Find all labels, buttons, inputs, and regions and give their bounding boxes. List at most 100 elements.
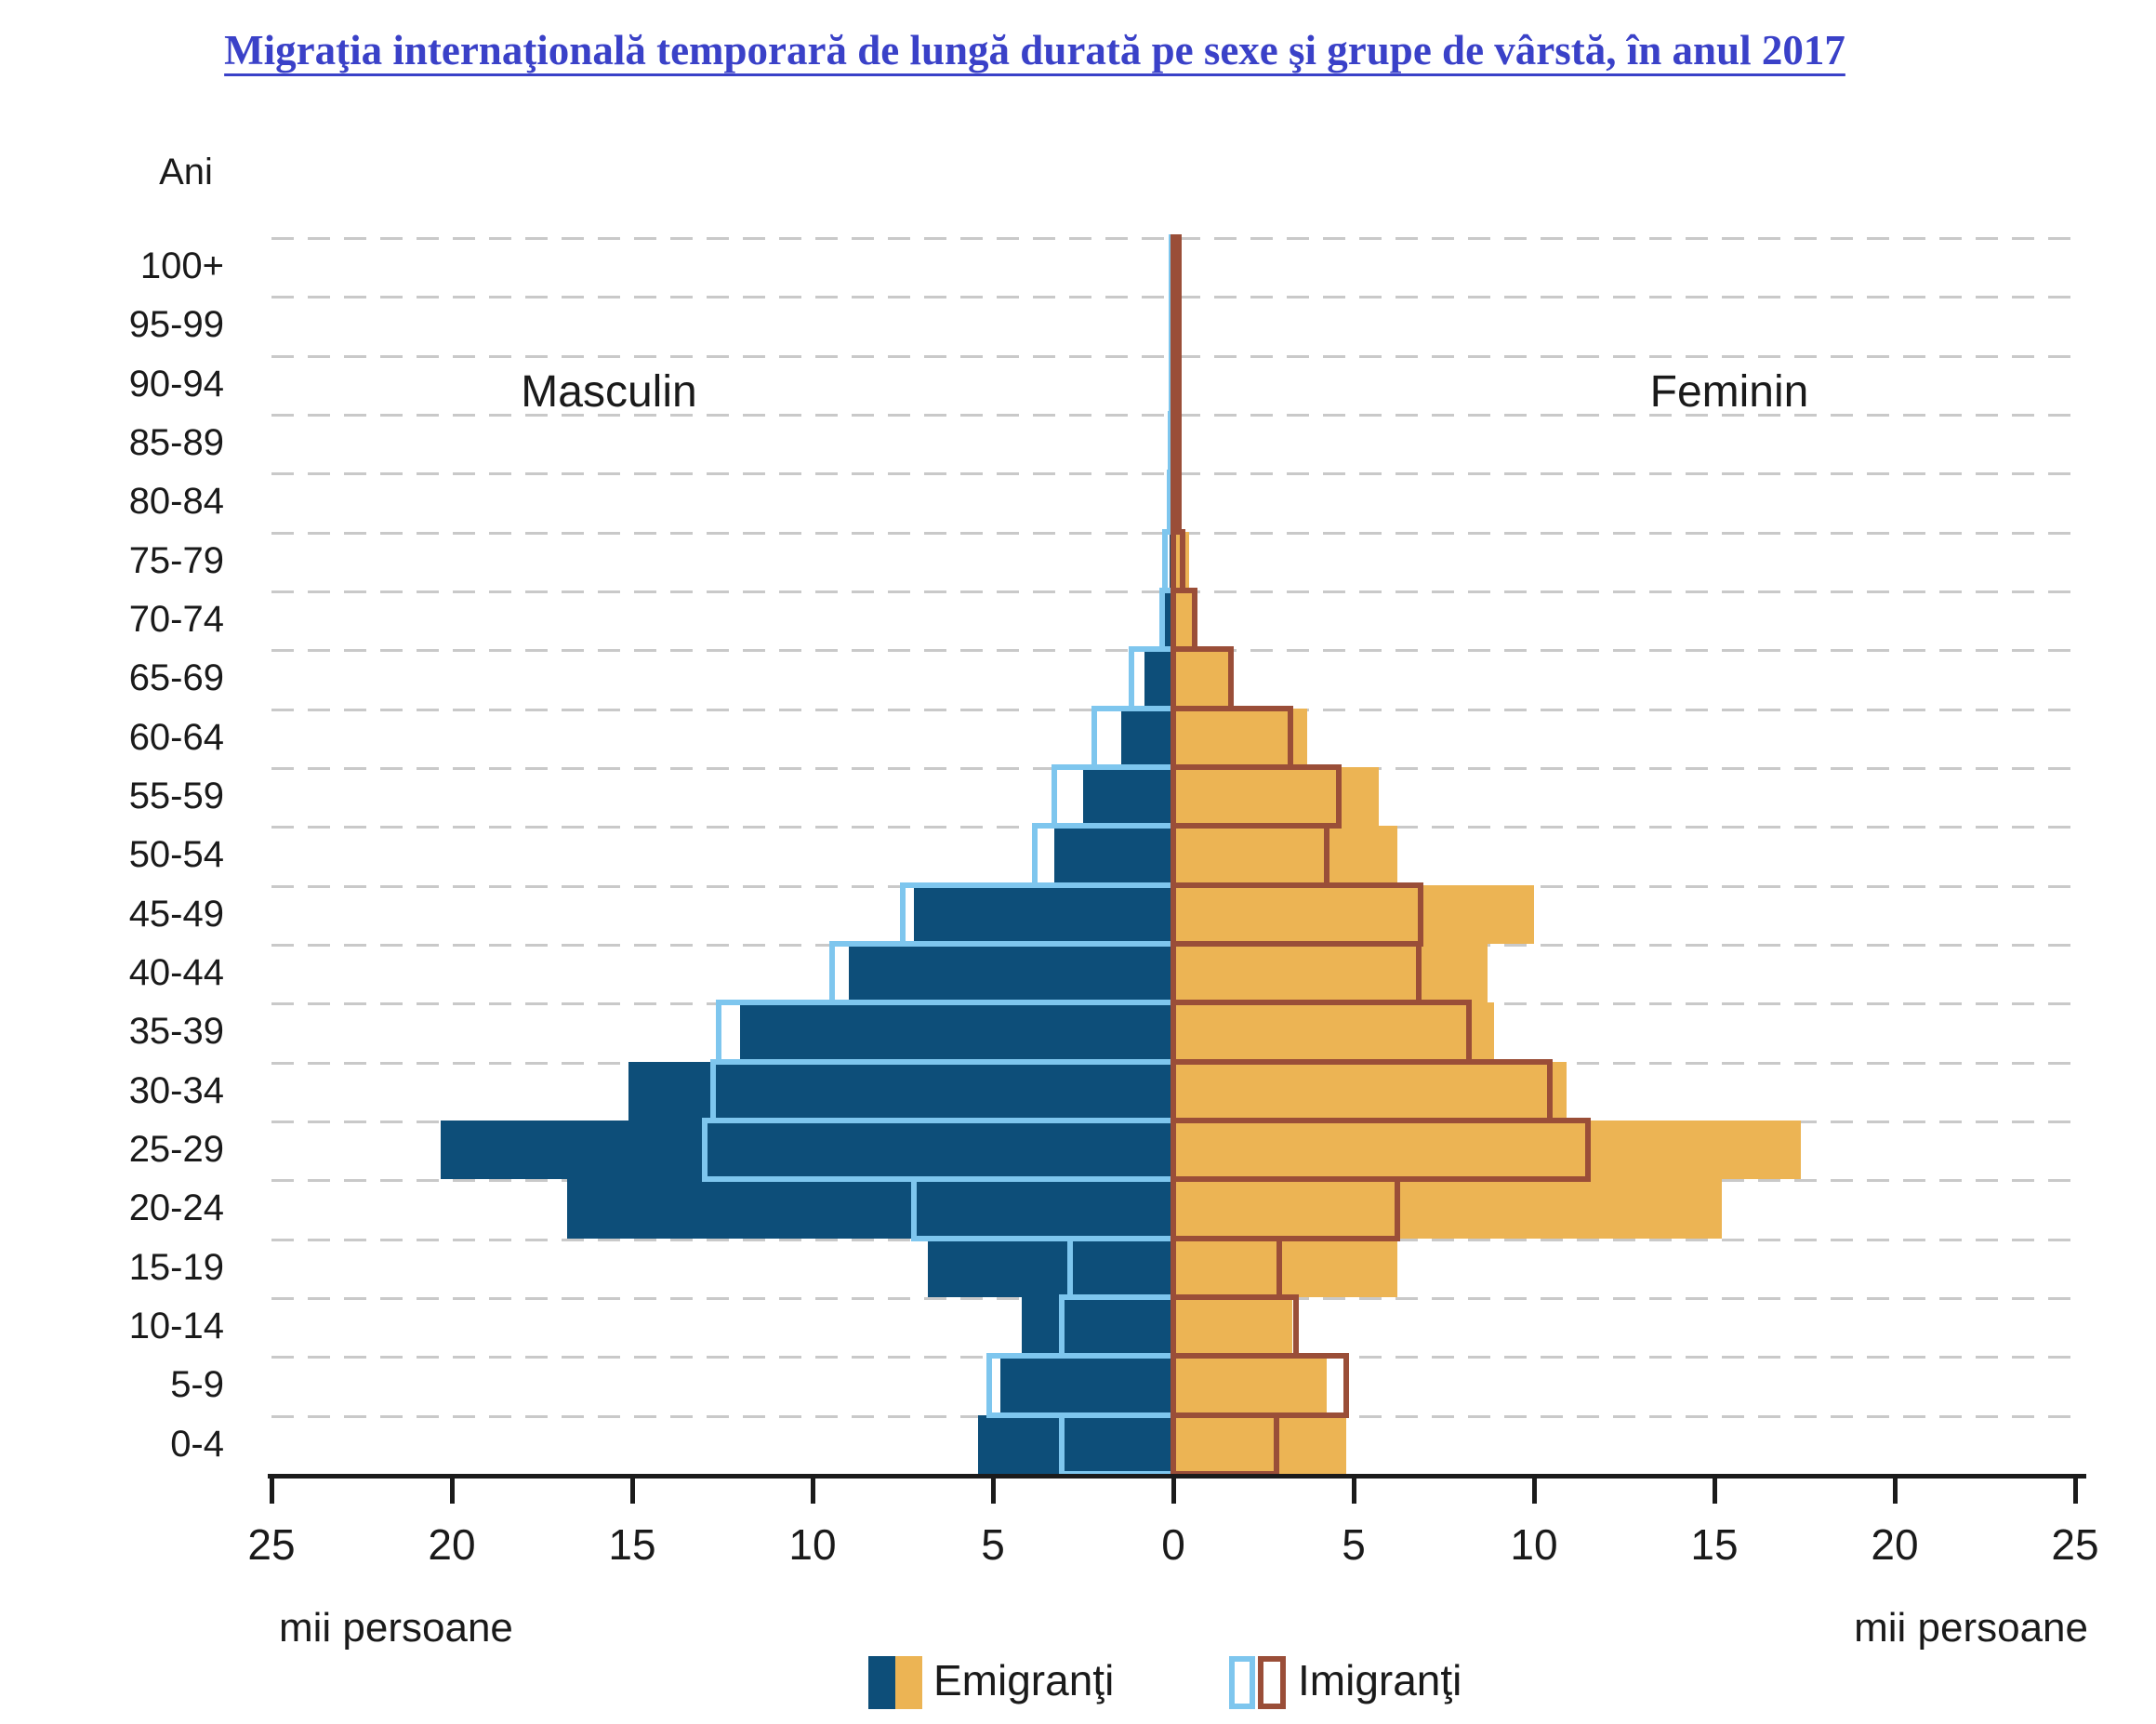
age-label-5-9: 5-9: [170, 1364, 224, 1406]
bar-emigrant-female: [1173, 826, 1397, 885]
bar-emigrant-male: [1144, 649, 1173, 709]
x-tick-label: 15: [1690, 1520, 1739, 1569]
x-tick: [2073, 1478, 2078, 1504]
box-immigrant-female: [1171, 528, 1185, 593]
bar-emigrant-male: [567, 1179, 1173, 1239]
bar-emigrant-male: [1053, 826, 1173, 885]
age-label-100+: 100+: [139, 245, 224, 286]
age-label-95-99: 95-99: [128, 304, 224, 346]
bar-emigrant-female: [1173, 766, 1380, 827]
x-tick: [450, 1478, 455, 1504]
box-immigrant-female: [1171, 1000, 1473, 1065]
x-tick-label: 15: [608, 1520, 656, 1569]
legend-immigrant-female-swatch: [1258, 1656, 1286, 1709]
box-immigrant-male: [1058, 1412, 1176, 1477]
box-immigrant-female: [1171, 351, 1182, 417]
chart-title: Migraţia internaţională temporară de lun…: [224, 27, 1845, 73]
box-immigrant-male: [986, 1353, 1176, 1418]
box-immigrant-female: [1171, 705, 1294, 770]
box-immigrant-male: [1051, 763, 1176, 829]
box-immigrant-female: [1171, 587, 1198, 653]
box-immigrant-female: [1171, 1176, 1400, 1241]
bar-emigrant-female: [1173, 708, 1307, 767]
age-label-90-94: 90-94: [128, 363, 224, 404]
age-label-0-4: 0-4: [170, 1423, 224, 1465]
bar-emigrant-female: [1173, 1002, 1495, 1062]
box-immigrant-male: [710, 1058, 1176, 1123]
x-tick: [630, 1478, 635, 1504]
bar-emigrant-female: [1173, 1414, 1347, 1474]
x-tick-label: 5: [981, 1520, 1005, 1569]
legend-emigrant-female-swatch: [895, 1656, 922, 1709]
bar-emigrant-male: [628, 1061, 1173, 1121]
x-tick-label: 10: [788, 1520, 837, 1569]
age-label-65-69: 65-69: [128, 657, 224, 699]
box-immigrant-female: [1171, 763, 1343, 829]
legend-emigrants-label: Emigranţi: [933, 1656, 1115, 1704]
x-tick: [811, 1478, 815, 1504]
x-tick: [1532, 1478, 1537, 1504]
age-label-55-59: 55-59: [128, 775, 224, 816]
age-label-30-34: 30-34: [128, 1069, 224, 1111]
bar-emigrant-female: [1173, 884, 1534, 944]
bar-emigrant-female: [1173, 1296, 1293, 1357]
box-immigrant-female: [1171, 1412, 1279, 1477]
age-label-25-29: 25-29: [128, 1128, 224, 1170]
box-immigrant-male: [900, 882, 1176, 947]
box-immigrant-female: [1171, 1293, 1299, 1359]
legend-immigrants-label: Imigranţi: [1298, 1656, 1462, 1704]
bar-emigrant-female: [1173, 943, 1488, 1003]
bar-emigrant-female: [1173, 649, 1232, 709]
x-tick: [270, 1478, 274, 1504]
bar-emigrant-male: [928, 1238, 1173, 1297]
box-immigrant-male: [1129, 646, 1176, 711]
x-tick-label: 20: [428, 1520, 476, 1569]
box-immigrant-female: [1171, 470, 1182, 535]
age-label-20-24: 20-24: [128, 1187, 224, 1229]
box-immigrant-female: [1171, 882, 1423, 947]
age-label-70-74: 70-74: [128, 598, 224, 640]
x-tick-label: 0: [1161, 1520, 1185, 1569]
box-immigrant-male: [1031, 823, 1176, 888]
x-tick: [1171, 1478, 1176, 1504]
x-tick-label: 10: [1510, 1520, 1558, 1569]
bar-emigrant-male: [848, 943, 1173, 1003]
x-axis-line: [268, 1473, 2086, 1479]
female-panel-label: Feminin: [1649, 367, 1809, 417]
bar-emigrant-male: [978, 1414, 1173, 1474]
x-tick-label: 25: [2051, 1520, 2099, 1569]
age-label-15-19: 15-19: [128, 1246, 224, 1288]
male-panel-label: Masculin: [521, 367, 697, 417]
age-label-80-84: 80-84: [128, 481, 224, 523]
bar-emigrant-male: [1022, 1296, 1173, 1357]
bar-emigrant-female: [1173, 1061, 1567, 1121]
box-immigrant-female: [1171, 1353, 1350, 1418]
x-tick-label: 25: [247, 1520, 296, 1569]
box-immigrant-male: [829, 940, 1176, 1006]
box-immigrant-female: [1171, 410, 1182, 476]
bar-emigrant-male: [999, 1356, 1173, 1415]
bar-emigrant-female: [1173, 1179, 1722, 1239]
age-label-10-14: 10-14: [128, 1305, 224, 1346]
x-tick: [1893, 1478, 1898, 1504]
age-label-85-89: 85-89: [128, 421, 224, 463]
box-immigrant-male: [1067, 1235, 1176, 1300]
legend-immigrant-male-swatch: [1229, 1656, 1255, 1709]
x-tick: [991, 1478, 996, 1504]
x-tick-label: 5: [1342, 1520, 1366, 1569]
unit-label-left: mii persoane: [279, 1605, 513, 1651]
box-immigrant-female: [1171, 646, 1235, 711]
box-immigrant-female: [1171, 234, 1182, 299]
y-axis-title: Ani: [159, 152, 213, 192]
bar-emigrant-female: [1173, 1238, 1397, 1297]
box-immigrant-female: [1171, 1058, 1554, 1123]
legend-emigrant-male-swatch: [868, 1656, 895, 1709]
box-immigrant-female: [1171, 1235, 1283, 1300]
bar-emigrant-female: [1173, 1356, 1327, 1415]
age-label-35-39: 35-39: [128, 1011, 224, 1053]
age-label-75-79: 75-79: [128, 539, 224, 581]
box-immigrant-female: [1171, 293, 1182, 358]
bar-emigrant-male: [913, 884, 1173, 944]
box-immigrant-male: [716, 1000, 1176, 1065]
